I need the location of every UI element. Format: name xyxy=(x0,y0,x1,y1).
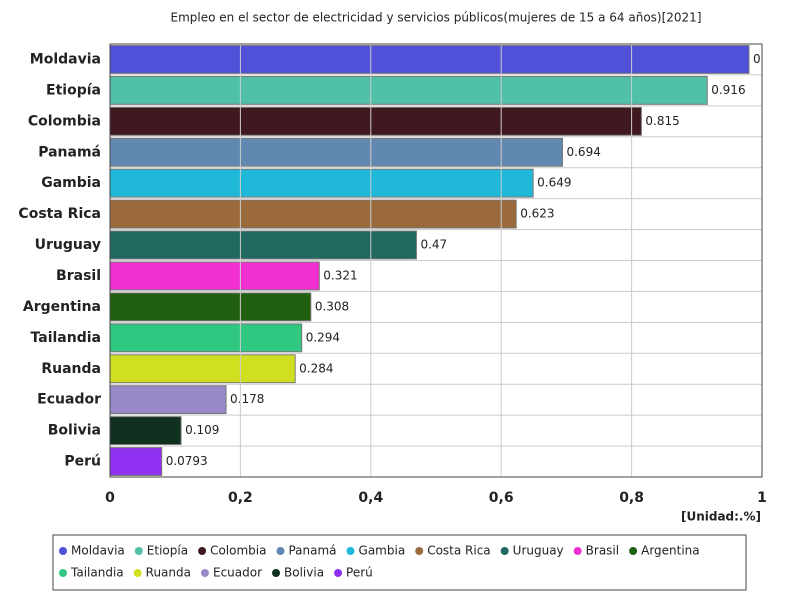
legend-marker xyxy=(59,547,67,555)
plot: 0.98 0.916 0.815 0.694 0.649 0.623 0.47 0.321 0.… xyxy=(110,45,780,476)
bar xyxy=(110,45,750,74)
legend-label: Etiopía xyxy=(147,544,188,558)
y-tick-label: Uruguay xyxy=(35,237,101,253)
bar xyxy=(110,447,163,476)
legend-marker xyxy=(573,547,582,555)
legend-marker xyxy=(134,547,143,555)
legend-marker xyxy=(629,547,638,555)
x-tick-label: 0,6 xyxy=(489,490,514,506)
y-tick-label: Ruanda xyxy=(41,361,101,377)
value-label: 0.815 xyxy=(645,114,679,128)
x-tick-label: 0 xyxy=(105,490,115,506)
legend-label: Argentina xyxy=(641,544,700,558)
legend-label: Panamá xyxy=(288,544,336,558)
bar xyxy=(110,230,417,260)
legend-box xyxy=(52,534,747,591)
x-tick-label: 1 xyxy=(757,490,767,506)
bar xyxy=(110,354,296,384)
bar xyxy=(110,416,182,446)
value-label: 0.308 xyxy=(315,299,349,313)
bar xyxy=(110,323,303,353)
legend-label: Perú xyxy=(346,566,373,580)
value-label: 0.98 xyxy=(753,52,780,66)
value-label: 0.0793 xyxy=(166,454,208,468)
y-tick-label: Moldavia xyxy=(30,51,101,67)
legend-marker xyxy=(198,547,207,555)
legend-label: Colombia xyxy=(210,544,266,558)
legend-marker xyxy=(415,547,424,555)
legend-label: Brasil xyxy=(586,544,619,558)
y-tick-label: Argentina xyxy=(23,299,101,315)
value-label: 0.178 xyxy=(230,392,264,406)
value-label: 0.623 xyxy=(520,207,554,221)
value-label: 0.47 xyxy=(420,238,447,252)
legend-label: Uruguay xyxy=(513,544,564,558)
legend-label: Tailandia xyxy=(70,566,124,580)
legend-marker xyxy=(346,547,355,555)
y-tick-label: Brasil xyxy=(56,268,101,284)
x-tick-label: 0,8 xyxy=(619,490,644,506)
value-label: 0.294 xyxy=(306,330,340,344)
bar xyxy=(110,385,227,415)
value-label: 0.649 xyxy=(537,176,571,190)
legend-marker xyxy=(200,569,209,577)
legend-label: Ecuador xyxy=(213,566,262,580)
y-tick-label: Colombia xyxy=(28,113,101,129)
plot-border xyxy=(109,43,763,478)
value-label: 0.321 xyxy=(323,268,357,282)
legend-label: Costa Rica xyxy=(427,544,490,558)
y-tick-label: Bolivia xyxy=(48,423,101,439)
bar xyxy=(110,199,517,229)
unit-label: [Unidad:.%] xyxy=(681,510,761,524)
legend-label: Ruanda xyxy=(146,566,191,580)
legend-marker xyxy=(59,569,67,577)
value-label: 0.916 xyxy=(711,83,745,97)
y-tick-label: Panamá xyxy=(38,144,101,160)
y-tick-label: Perú xyxy=(64,454,101,470)
y-tick-label: Gambia xyxy=(41,175,101,191)
y-tick-label: Tailandia xyxy=(31,330,101,346)
legend-marker xyxy=(500,547,509,555)
legend-marker xyxy=(272,569,281,577)
y-tick-label: Ecuador xyxy=(37,392,101,408)
legend-marker xyxy=(276,547,285,555)
bar xyxy=(110,261,320,291)
y-tick-label: Costa Rica xyxy=(18,206,101,222)
bar xyxy=(110,106,642,136)
value-label: 0.284 xyxy=(299,361,333,375)
bar xyxy=(110,137,563,167)
legend-label: Moldavia xyxy=(71,544,125,558)
legend-label: Gambia xyxy=(359,544,406,558)
x-tick-label: 0,4 xyxy=(358,490,383,506)
y-tick-label: Etiopía xyxy=(46,82,101,98)
chart-title: Empleo en el sector de electricidad y se… xyxy=(171,11,702,25)
value-label: 0.694 xyxy=(566,145,600,159)
x-tick-label: 0,2 xyxy=(228,490,253,506)
bar xyxy=(110,75,708,105)
value-label: 0.109 xyxy=(185,423,219,437)
bar xyxy=(110,292,312,322)
bar xyxy=(110,168,534,198)
legend-label: Bolivia xyxy=(284,566,324,580)
legend-marker xyxy=(133,569,142,577)
legend-marker xyxy=(334,569,343,577)
